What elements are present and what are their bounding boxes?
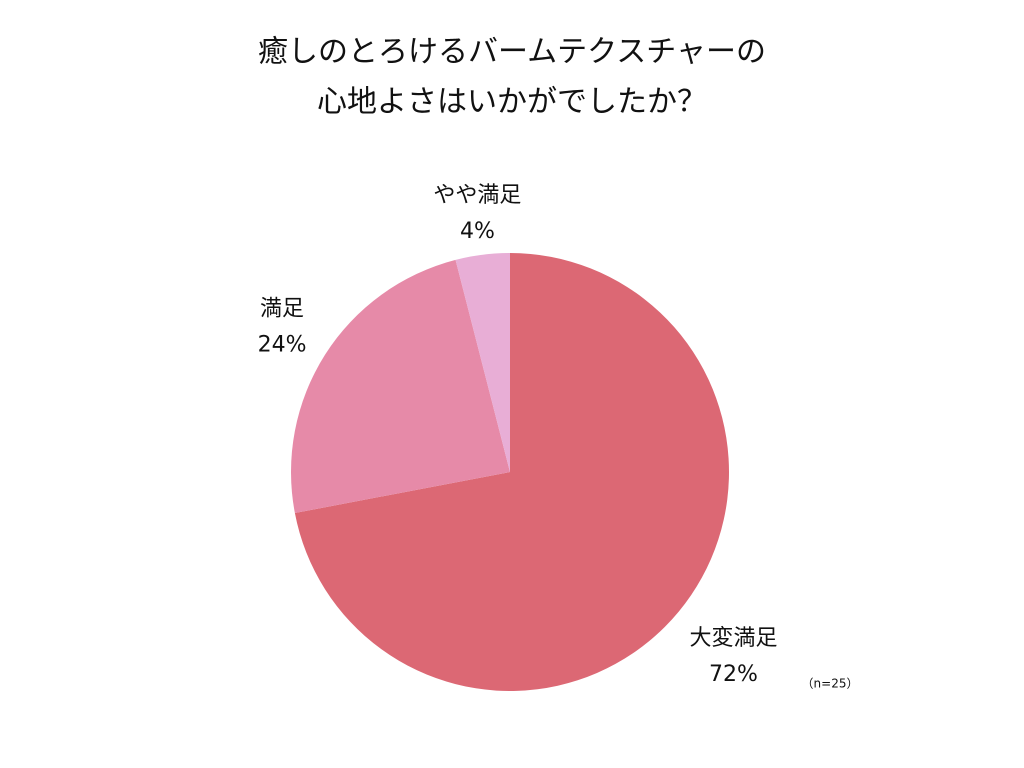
slice-label: やや満足 bbox=[433, 183, 521, 208]
annotation: （n=25） bbox=[802, 677, 859, 691]
pie-slice bbox=[455, 253, 510, 472]
pie-slice bbox=[294, 253, 729, 691]
value-label: 72% bbox=[709, 662, 758, 687]
pie-slice bbox=[291, 259, 510, 514]
slice-label: 大変満足 bbox=[689, 626, 777, 651]
value-label: 4% bbox=[460, 219, 495, 244]
value-label: 24% bbox=[258, 332, 307, 357]
chart-title: 心地よさはいかがでしたか？ bbox=[317, 85, 707, 120]
chart-title: 癒しのとろけるバームテクスチャーの bbox=[258, 35, 766, 70]
slice-label: 満足 bbox=[260, 296, 304, 321]
